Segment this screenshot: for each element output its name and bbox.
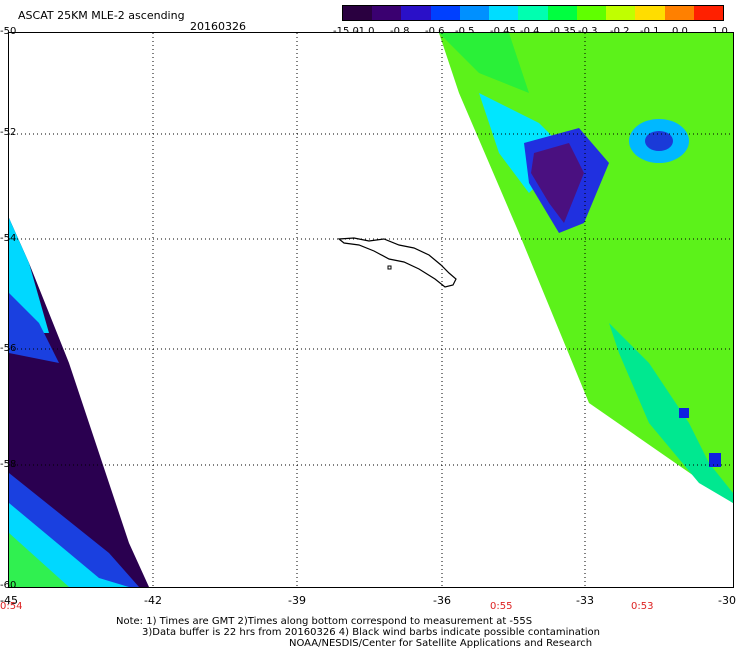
- lat-label-60: -60: [0, 580, 17, 591]
- lat-label-56: -56: [0, 343, 17, 354]
- colorbar-swatch: [664, 6, 694, 20]
- lon-label-42: -42: [144, 594, 162, 607]
- product-title: ASCAT 25KM MLE-2 ascending: [18, 9, 185, 22]
- colorbar-swatch: [576, 6, 607, 20]
- colorbar-swatch: [401, 6, 431, 20]
- map-canvas: [9, 33, 733, 587]
- colorbar-tick-label: -0.45: [490, 26, 516, 37]
- lon-label-45: -45: [0, 594, 18, 607]
- lat-label-52: -52: [0, 127, 17, 138]
- pass-time-label: 0:54: [0, 601, 23, 612]
- lon-label-36: -36: [433, 594, 451, 607]
- swath-right-blue-spot: [645, 131, 673, 151]
- colorbar-swatch: [693, 6, 724, 20]
- pass-time-label: 0:53: [631, 601, 654, 612]
- colorbar-tick-label: -0.1: [640, 26, 660, 37]
- swath-right-purple: [531, 143, 584, 223]
- colorbar-tick-label: -0.35: [550, 26, 576, 37]
- note-line-2: 3)Data buffer is 22 hrs from 20160326 4)…: [142, 627, 600, 638]
- note-line-3: NOAA/NESDIS/Center for Satellite Applica…: [289, 638, 593, 649]
- product-date: 20160326: [190, 20, 246, 33]
- lon-label-39: -39: [288, 594, 306, 607]
- colorbar-tick-label: -0.5: [455, 26, 475, 37]
- colorbar-swatch: [459, 6, 490, 20]
- island-outline: [337, 237, 457, 288]
- swath-left-blue: [9, 293, 59, 363]
- colorbar-tick-label: 0.0: [672, 26, 688, 37]
- swath-left: [9, 218, 149, 587]
- colorbar-swatch: [518, 6, 548, 20]
- colorbar-tick-label: -1.0: [355, 26, 375, 37]
- colorbar-swatch: [372, 6, 402, 20]
- colorbar-tick-label: -0.6: [425, 26, 445, 37]
- colorbar-swatch: [547, 6, 577, 20]
- colorbar-swatch: [430, 6, 460, 20]
- colorbar-tick-label: -0.2: [610, 26, 630, 37]
- swath-right-blue-cell: [679, 408, 689, 418]
- swath-right-edge: [439, 33, 529, 93]
- colorbar-tick-label: -0.8: [390, 26, 410, 37]
- swath-left-green: [9, 533, 69, 587]
- colorbar-tick-label: -15.0: [333, 26, 359, 37]
- lon-label-33: -33: [576, 594, 594, 607]
- lat-label-50: -50: [0, 26, 17, 37]
- lat-label-58: -58: [0, 459, 17, 470]
- colorbar-tick-label: 1.0: [712, 26, 728, 37]
- colorbar: [342, 5, 724, 21]
- colorbar-swatch: [635, 6, 665, 20]
- islet-outline: [387, 265, 392, 270]
- colorbar-swatch: [489, 6, 519, 20]
- colorbar-swatch: [606, 6, 636, 20]
- swath-right-blue-cell: [709, 453, 721, 467]
- colorbar-swatch: [343, 6, 373, 20]
- swath-right-lower-edge: [609, 323, 733, 503]
- colorbar-tick-label: -0.4: [520, 26, 540, 37]
- lat-label-54: -54: [0, 233, 17, 244]
- colorbar-tick-label: -0.3: [578, 26, 598, 37]
- map-panel: [8, 32, 734, 588]
- note-line-1: Note: 1) Times are GMT 2)Times along bot…: [116, 616, 533, 627]
- pass-time-label: 0:55: [490, 601, 513, 612]
- lon-label-30: -30: [718, 594, 736, 607]
